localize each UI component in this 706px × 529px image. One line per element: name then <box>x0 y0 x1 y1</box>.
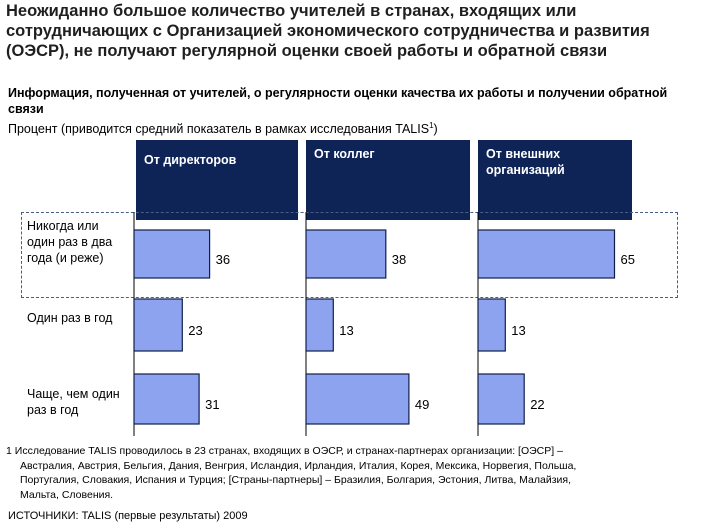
column-header-directors: От директоров <box>136 140 298 220</box>
unit-close: ) <box>433 122 438 137</box>
source-note: ИСТОЧНИКИ: TALIS (первые результаты) 200… <box>8 510 248 522</box>
value-label-external-row3: 22 <box>530 397 544 412</box>
page-title: Неожиданно большое количество учителей в… <box>6 2 650 60</box>
bar-colleagues-row1 <box>305 229 387 279</box>
value-label-external-row2: 13 <box>511 323 525 338</box>
footnote-line-1: 1 Исследование TALIS проводилось в 23 ст… <box>6 444 696 459</box>
value-label-colleagues-row1: 38 <box>392 252 406 267</box>
value-label-external-row1: 65 <box>621 252 635 267</box>
bar-external-row1 <box>477 229 616 279</box>
value-label-directors-row2: 23 <box>188 323 202 338</box>
footnote-line-4: Мальта, Словения. <box>20 488 114 501</box>
footnote-line-2: Австралия, Австрия, Бельгия, Дания, Венг… <box>20 459 577 472</box>
highlight-box <box>21 212 678 298</box>
bar-directors-row3 <box>133 373 200 425</box>
column-header-label: От внешних организаций <box>486 147 565 177</box>
footnote-line-3: Португалия, Словакия, Испания и Турция; … <box>20 474 571 486</box>
unit-footnote-marker: 1 <box>429 121 434 130</box>
unit-note: Процент (приводится средний показатель в… <box>8 118 698 137</box>
bar-external-row2 <box>477 298 506 352</box>
value-label-colleagues-row2: 13 <box>339 323 353 338</box>
bars-group: 36 23 31 38 13 49 65 13 22 <box>133 229 635 425</box>
bar-directors-row1 <box>133 229 211 279</box>
bar-directors-row2 <box>133 298 183 352</box>
row-label-more-often: Чаще, чем один раз в год <box>27 387 120 417</box>
column-header-external: От внешних организаций <box>478 140 632 220</box>
value-label-directors-row3: 31 <box>205 397 219 412</box>
column-header-label: От директоров <box>144 153 237 167</box>
bar-external-row3 <box>477 373 525 425</box>
value-label-colleagues-row3: 49 <box>415 397 429 412</box>
column-header-label: От коллег <box>314 147 375 161</box>
column-header-colleagues: От коллег <box>306 140 470 220</box>
row-label-once-a-year: Один раз в год <box>27 311 113 325</box>
bar-colleagues-row3 <box>305 373 410 425</box>
value-label-directors-row1: 36 <box>216 252 230 267</box>
footnote-text-1: Исследование TALIS проводилось в 23 стра… <box>14 445 563 457</box>
footnote: 1 Исследование TALIS проводилось в 23 ст… <box>6 444 696 502</box>
row-label-never: Никогда или один раз в два года (и реже) <box>27 219 113 265</box>
unit-text: Процент (приводится средний показатель в… <box>8 122 430 137</box>
footnote-marker: 1 <box>6 445 12 457</box>
chart-subtitle: Информация, полученная от учителей, о ре… <box>8 86 668 116</box>
bar-colleagues-row2 <box>305 298 334 352</box>
